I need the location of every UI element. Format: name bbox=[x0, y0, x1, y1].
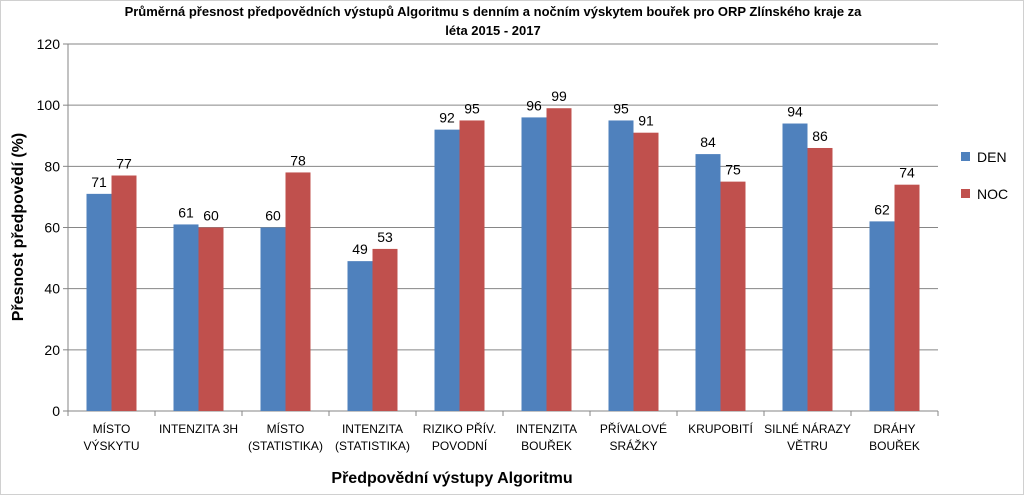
x-tick-label: INTENZITA bbox=[342, 422, 403, 436]
x-tick-label: MÍSTO bbox=[267, 421, 305, 436]
legend-label-noc: NOC bbox=[977, 186, 1008, 202]
legend-swatch-den bbox=[961, 152, 970, 161]
y-axis-label: Přesnost předpovědí (%) bbox=[10, 133, 27, 321]
x-tick-label: MÍSTO bbox=[93, 421, 131, 436]
bar-noc bbox=[807, 147, 833, 411]
x-tick-label: (STATISTIKA) bbox=[248, 439, 323, 453]
data-label: 92 bbox=[439, 110, 455, 126]
data-label: 60 bbox=[203, 208, 219, 224]
bars bbox=[86, 108, 920, 412]
x-tick-label: VÝSKYTU bbox=[83, 438, 139, 453]
x-tick-labels: MÍSTO VÝSKYTU INTENZITA 3H MÍSTO (STATISTIKA… bbox=[83, 421, 919, 453]
bar-noc bbox=[285, 172, 311, 411]
x-axis-label: Předpovědní výstupy Algoritmu bbox=[331, 470, 572, 487]
data-label: 95 bbox=[464, 100, 480, 116]
bar-noc bbox=[633, 132, 659, 412]
x-tick-label: (STATISTIKA) bbox=[335, 439, 410, 453]
data-label: 71 bbox=[91, 174, 107, 190]
y-tick-labels: 0 20 40 60 80 100 120 bbox=[37, 36, 61, 419]
x-tick-label: VĚTRU bbox=[787, 438, 828, 453]
data-label: 96 bbox=[526, 97, 542, 113]
x-tick-label: POVODNÍ bbox=[432, 438, 488, 453]
data-label: 49 bbox=[352, 241, 368, 257]
data-label: 77 bbox=[116, 156, 132, 172]
bar-noc bbox=[720, 181, 746, 411]
data-label: 94 bbox=[787, 104, 803, 120]
bar-noc bbox=[546, 108, 572, 411]
x-tick-label: SRÁŽKY bbox=[609, 438, 657, 453]
bar-den bbox=[782, 123, 808, 412]
bar-noc bbox=[198, 227, 224, 411]
x-tick-label: RIZIKO PŘÍV. bbox=[423, 421, 497, 436]
bar-den bbox=[173, 224, 199, 411]
x-tick-label: BOUŘEK bbox=[521, 438, 572, 453]
bar-den bbox=[86, 193, 112, 411]
chart-title-line-2: léta 2015 - 2017 bbox=[445, 23, 540, 38]
bar-noc bbox=[111, 175, 137, 411]
bar-den bbox=[434, 129, 460, 411]
data-labels: 71 61 60 49 92 96 95 84 94 62 77 60 78 53 95 99 91 75 86 74 bbox=[91, 88, 915, 257]
data-label: 78 bbox=[290, 152, 306, 168]
data-label: 75 bbox=[725, 162, 741, 178]
y-tick-label: 100 bbox=[37, 97, 61, 113]
legend: DEN NOC bbox=[961, 149, 1008, 202]
y-tick-label: 0 bbox=[52, 403, 60, 419]
bar-den bbox=[869, 221, 895, 411]
data-label: 99 bbox=[551, 88, 567, 104]
data-label: 86 bbox=[812, 128, 828, 144]
data-label: 91 bbox=[638, 113, 654, 129]
data-label: 84 bbox=[700, 134, 716, 150]
bar-den bbox=[608, 120, 634, 411]
data-label: 60 bbox=[265, 208, 281, 224]
data-label: 53 bbox=[377, 229, 393, 245]
y-tick-label: 120 bbox=[37, 36, 61, 52]
bar-den bbox=[695, 154, 721, 411]
y-tick-label: 40 bbox=[44, 281, 60, 297]
legend-label-den: DEN bbox=[977, 149, 1007, 165]
x-tick-label: SILNÉ NÁRAZY bbox=[764, 421, 851, 436]
x-tick-label: INTENZITA 3H bbox=[159, 422, 238, 436]
data-label: 62 bbox=[874, 201, 890, 217]
x-tick-label: INTENZITA bbox=[516, 422, 577, 436]
y-tick-label: 80 bbox=[44, 158, 60, 174]
x-tick-label: DRÁHY bbox=[873, 421, 915, 436]
x-tick-label: BOUŘEK bbox=[869, 438, 920, 453]
y-tick-label: 60 bbox=[44, 220, 60, 236]
bar-noc bbox=[459, 120, 485, 411]
bar-den bbox=[347, 261, 373, 411]
bar-den bbox=[521, 117, 547, 412]
bar-den bbox=[260, 227, 286, 411]
legend-swatch-noc bbox=[961, 189, 970, 198]
chart-title-line-1: Průměrná přesnost předpovědních výstupů … bbox=[125, 4, 863, 19]
bar-noc bbox=[894, 184, 920, 411]
y-tick-label: 20 bbox=[44, 342, 60, 358]
x-tick-label: PŘÍVALOVÉ bbox=[600, 421, 667, 436]
bar-noc bbox=[372, 248, 398, 411]
data-label: 61 bbox=[178, 204, 194, 220]
data-label: 74 bbox=[899, 165, 915, 181]
data-label: 95 bbox=[613, 100, 629, 116]
x-tick-label: KRUPOBITÍ bbox=[688, 421, 753, 436]
